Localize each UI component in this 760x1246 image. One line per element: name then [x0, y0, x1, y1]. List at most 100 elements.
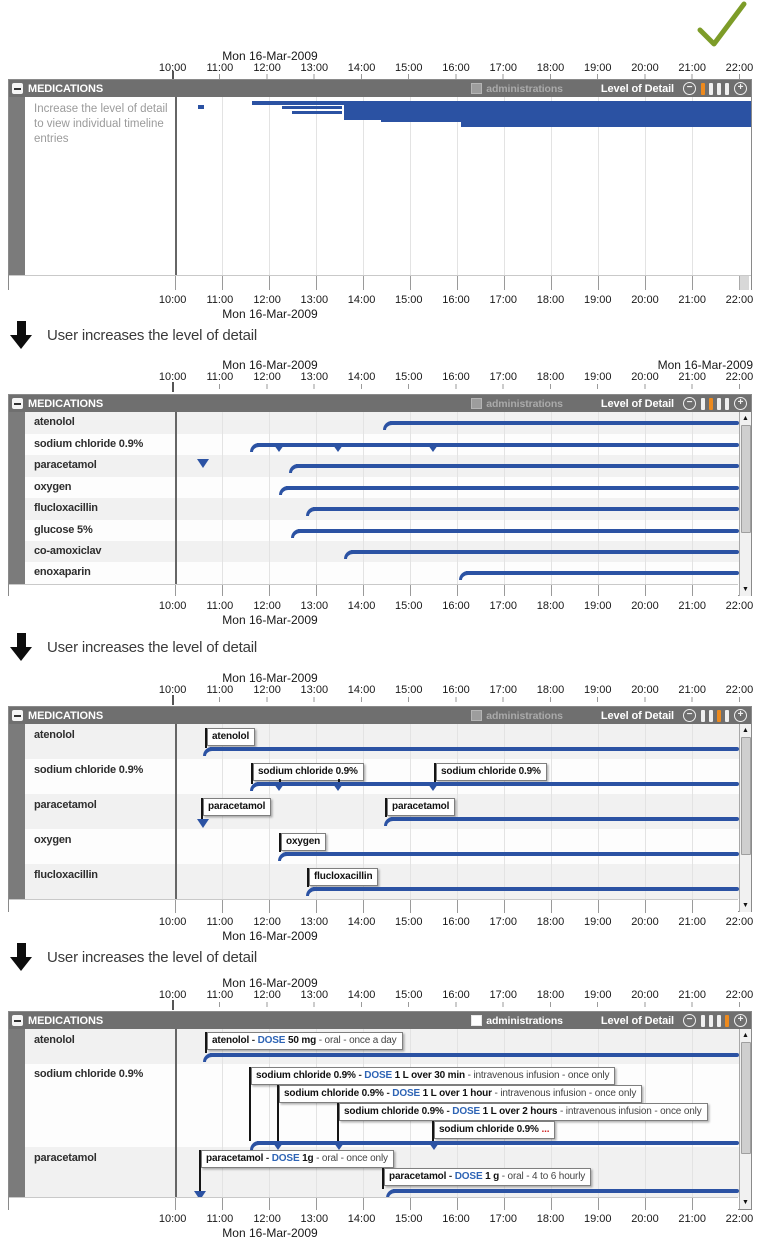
timeline-bar-sodium-chloride[interactable]	[257, 1141, 739, 1145]
entry-label-box[interactable]: sodium chloride 0.9% - DOSE 1 L over 30 …	[251, 1067, 616, 1085]
timeline-bar-start[interactable]	[306, 887, 316, 896]
timeline-bar-atenolol[interactable]	[210, 747, 739, 751]
scrollbar-thumb[interactable]	[740, 425, 751, 533]
level-bar-1[interactable]	[701, 397, 705, 410]
timeline-bar-start[interactable]	[250, 1141, 260, 1150]
zoom-out-icon[interactable]: −	[683, 709, 696, 722]
timeline-bar-flucloxacillin[interactable]	[313, 887, 739, 891]
timeline-bar-start[interactable]	[250, 443, 260, 452]
vertical-scrollbar[interactable]: ▲ ▼	[739, 1029, 751, 1209]
scroll-up-icon[interactable]: ▲	[740, 724, 751, 737]
administrations-checkbox[interactable]	[471, 710, 483, 721]
scroll-down-icon[interactable]: ▼	[740, 899, 751, 912]
timeline-bar-enoxaparin[interactable]	[466, 571, 739, 575]
zoom-in-icon[interactable]: +	[734, 397, 747, 410]
zoom-out-icon[interactable]: −	[683, 397, 696, 410]
timeline-bar-flucloxacillin[interactable]	[313, 507, 739, 511]
timeline-bar-start[interactable]	[203, 747, 213, 756]
level-bar-4[interactable]	[725, 82, 729, 95]
level-bar-4[interactable]	[725, 397, 729, 410]
entry-label-box[interactable]: paracetamol	[387, 798, 456, 816]
timeline-bar-co-amoxiclav[interactable]	[351, 550, 739, 554]
entry-label-box[interactable]: sodium chloride 0.9% - DOSE 1 L over 2 h…	[339, 1103, 708, 1121]
scroll-up-icon[interactable]: ▲	[740, 1029, 751, 1042]
timeline-bar-atenolol[interactable]	[390, 421, 739, 425]
timeline-bar-start[interactable]	[291, 529, 301, 538]
level-bar-3[interactable]	[717, 397, 721, 410]
timeline-bar-start[interactable]	[383, 421, 393, 430]
timeline-bar-start[interactable]	[250, 782, 260, 791]
vertical-scrollbar[interactable]: ▲ ▼	[739, 412, 751, 596]
zoom-in-icon[interactable]: +	[734, 1014, 747, 1027]
administrations-checkbox[interactable]	[471, 1015, 483, 1026]
timeline-bar-start[interactable]	[384, 817, 394, 826]
level-bar-1[interactable]	[701, 709, 705, 722]
timeline-bar-paracetamol[interactable]	[296, 464, 739, 468]
administrations-checkbox[interactable]	[471, 398, 483, 409]
collapse-button[interactable]	[12, 83, 23, 94]
entry-label-box[interactable]: paracetamol - DOSE 1 g - oral - 4 to 6 h…	[384, 1168, 592, 1186]
timeline-bar-paracetamol[interactable]	[391, 817, 739, 821]
timeline-bar-start[interactable]	[278, 852, 288, 861]
scrollbar-thumb[interactable]	[740, 1042, 751, 1154]
entry-label-box[interactable]: atenolol - DOSE 50 mg - oral - once a da…	[207, 1032, 403, 1050]
collapse-button[interactable]	[12, 1015, 23, 1026]
timeline-bar-start[interactable]	[344, 550, 354, 559]
event-marker[interactable]	[197, 819, 209, 828]
level-bar-4[interactable]	[725, 1014, 729, 1027]
aggregate-bar[interactable]	[198, 105, 204, 109]
zoom-out-icon[interactable]: −	[683, 82, 696, 95]
entry-label-box[interactable]: sodium chloride 0.9% - DOSE 1 L over 1 h…	[279, 1085, 643, 1103]
entry-label-box[interactable]: atenolol	[207, 728, 256, 746]
event-marker[interactable]	[197, 459, 209, 468]
administrations-label[interactable]: administrations	[486, 397, 563, 410]
administrations-label[interactable]: administrations	[486, 709, 563, 722]
event-marker[interactable]	[194, 1191, 206, 1200]
timeline-bar-sodium-chloride[interactable]	[257, 782, 739, 786]
timeline-bar-oxygen[interactable]	[286, 486, 739, 490]
timeline-bar-start[interactable]	[289, 464, 299, 473]
level-bar-1[interactable]	[701, 82, 705, 95]
level-bar-1[interactable]	[701, 1014, 705, 1027]
vertical-scrollbar[interactable]: ▲ ▼	[739, 724, 751, 912]
zoom-in-icon[interactable]: +	[734, 82, 747, 95]
timeline-bar-paracetamol[interactable]	[393, 1189, 739, 1193]
administrations-checkbox[interactable]	[471, 83, 483, 94]
entry-label-box[interactable]: sodium chloride 0.9% ...	[434, 1121, 556, 1139]
scroll-down-icon[interactable]: ▼	[740, 1196, 751, 1209]
timeline-bar-start[interactable]	[306, 507, 316, 516]
entry-label-box[interactable]: sodium chloride 0.9%	[253, 763, 364, 781]
level-bar-2[interactable]	[709, 82, 713, 95]
scroll-down-icon[interactable]: ▼	[740, 583, 751, 596]
entry-label-box[interactable]: oxygen	[281, 833, 327, 851]
zoom-out-icon[interactable]: −	[683, 1014, 696, 1027]
timeline-bar-atenolol[interactable]	[210, 1053, 739, 1057]
timeline-bar-sodium-chloride[interactable]	[257, 443, 739, 447]
aggregate-bar[interactable]	[282, 106, 342, 109]
entry-label-box[interactable]: paracetamol - DOSE 1g - oral - once only	[201, 1150, 394, 1168]
timeline-bar-start[interactable]	[203, 1053, 213, 1062]
scroll-up-icon[interactable]: ▲	[740, 412, 751, 425]
scrollbar-thumb[interactable]	[740, 737, 751, 855]
level-bar-3[interactable]	[717, 1014, 721, 1027]
timeline-bar-glucose[interactable]	[298, 529, 739, 533]
collapse-button[interactable]	[12, 710, 23, 721]
level-bar-2[interactable]	[709, 397, 713, 410]
entry-label-box[interactable]: flucloxacillin	[309, 868, 379, 886]
level-bar-4[interactable]	[725, 709, 729, 722]
entry-label-box[interactable]: paracetamol	[203, 798, 272, 816]
level-bar-3[interactable]	[717, 82, 721, 95]
level-bar-2[interactable]	[709, 709, 713, 722]
collapse-button[interactable]	[12, 398, 23, 409]
aggregate-bar[interactable]	[461, 101, 751, 127]
aggregate-bar[interactable]	[292, 111, 342, 114]
entry-label-box[interactable]: sodium chloride 0.9%	[436, 763, 547, 781]
timeline-bar-start[interactable]	[386, 1189, 396, 1198]
administrations-label[interactable]: administrations	[486, 1014, 563, 1027]
timeline-bar-oxygen[interactable]	[285, 852, 739, 856]
level-bar-2[interactable]	[709, 1014, 713, 1027]
timeline-bar-start[interactable]	[459, 571, 469, 580]
administrations-label[interactable]: administrations	[486, 82, 563, 95]
zoom-in-icon[interactable]: +	[734, 709, 747, 722]
timeline-bar-start[interactable]	[279, 486, 289, 495]
